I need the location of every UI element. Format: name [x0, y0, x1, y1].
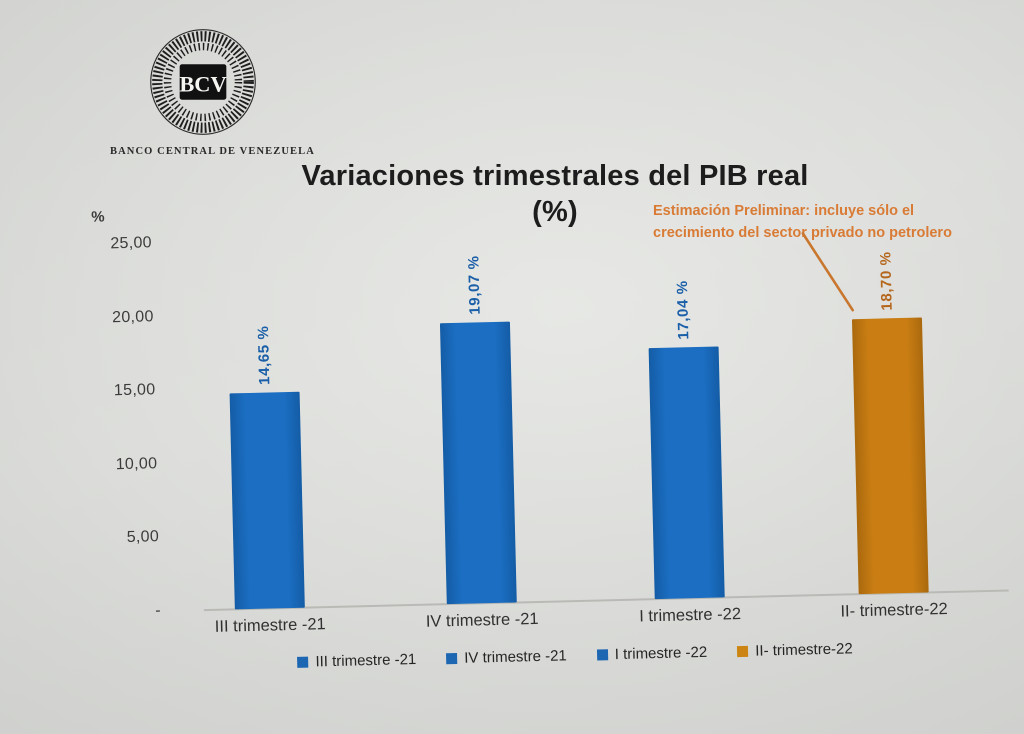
- y-axis-tick: 5,00: [126, 528, 160, 547]
- x-axis-label: II- trimestre-22: [840, 599, 948, 621]
- legend-swatch-icon: [446, 652, 458, 665]
- bar-value-label-anchor: 14,65 %: [228, 325, 299, 386]
- x-axis-label: I trimestre -22: [639, 605, 742, 626]
- bar-chart: % 25,00 20,00 15,00 10,00 5,00-14,65 % 19,07 …: [49, 178, 1021, 716]
- bar-value-label: 18,70 %: [876, 250, 896, 311]
- bcv-seal-icon: BCV: [150, 29, 256, 135]
- y-axis-tick: 15,00: [113, 381, 156, 400]
- bcv-seal-logo: BCV: [147, 26, 259, 138]
- legend-label: III trimestre -21: [315, 650, 417, 671]
- legend-item: I trimestre -22: [596, 643, 708, 664]
- legend-item: IV trimestre -21: [446, 647, 567, 667]
- legend-swatch-icon: [737, 645, 749, 658]
- x-axis-label: IV trimestre -21: [425, 609, 539, 631]
- bar: [851, 317, 929, 595]
- bar-value-label-anchor: 19,07 %: [438, 255, 509, 316]
- legend-swatch-icon: [596, 649, 608, 661]
- chart-title-line2: (%): [532, 196, 578, 229]
- bar-value-label-anchor: 17,04 %: [647, 279, 718, 340]
- y-axis-tick: -: [155, 602, 162, 620]
- legend-label: II- trimestre-22: [755, 640, 853, 660]
- org-name: BANCO CENTRAL DE VENEZUELA: [110, 146, 315, 157]
- legend-item: III trimestre -21: [297, 651, 416, 671]
- bar: [439, 321, 517, 605]
- y-axis-tick: 20,00: [111, 307, 154, 326]
- annotation-line1: Estimación Preliminar: incluye sólo el: [653, 203, 915, 219]
- bar: [229, 392, 305, 610]
- bar-group: 18,70 %: [849, 181, 929, 595]
- bar-value-label-anchor: 18,70 %: [850, 250, 921, 311]
- bar-group: 14,65 %: [225, 196, 305, 610]
- y-axis-tick: 25,00: [110, 234, 153, 253]
- bar-value-label: 17,04 %: [673, 280, 692, 340]
- bar: [648, 346, 725, 600]
- plot-area: 25,00 20,00 15,00 10,00 5,00 - 14,65 % 19,07 % 1…: [49, 178, 1019, 619]
- legend-label: IV trimestre -21: [464, 647, 567, 667]
- y-axis-tick: 10,00: [115, 455, 158, 474]
- legend-item: II- trimestre-22: [737, 640, 853, 660]
- bcv-seal-text: BCV: [179, 71, 226, 96]
- chart-title-line1: Variaciones trimestrales del PIB real: [301, 160, 809, 192]
- legend: III trimestre -21 IV trimestre -21 I trime…: [60, 636, 1020, 676]
- chart-title: Variaciones trimestrales del PIB real (%…: [245, 158, 865, 231]
- bar-group: 19,07 %: [437, 191, 517, 605]
- legend-swatch-icon: [297, 656, 309, 668]
- x-axis-label: III trimestre -21: [214, 615, 326, 636]
- bar-group: 17,04 %: [645, 186, 725, 600]
- legend-label: I trimestre -22: [614, 643, 708, 664]
- bar-value-label: 14,65 %: [254, 325, 273, 386]
- bar-value-label: 19,07 %: [464, 255, 484, 315]
